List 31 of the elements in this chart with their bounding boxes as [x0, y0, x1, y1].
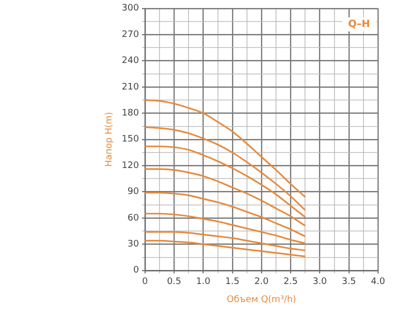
x-tick-label: 1.0 [196, 277, 211, 288]
y-tick-label: 240 [122, 56, 140, 66]
line-series [144, 212, 306, 244]
y-tick-label: 0 [133, 266, 140, 276]
line-series [144, 168, 306, 227]
y-tick-label: 270 [122, 30, 140, 40]
line-series [144, 146, 306, 218]
line-series [144, 192, 306, 238]
line-series [144, 231, 306, 252]
y-tick-label: 60 [128, 213, 140, 224]
x-tick-label: 0 [142, 277, 148, 288]
x-tick-label: 4.0 [370, 277, 386, 288]
annotation: Q–H [348, 18, 370, 30]
line-series [144, 99, 306, 198]
y-axis-title: Напор H(m) [104, 112, 115, 167]
x-tick-label: 3.5 [342, 277, 356, 288]
x-tick-label: 1.5 [225, 277, 240, 288]
y-tick-label: 150 [122, 134, 140, 145]
y-tick-label: 120 [122, 160, 140, 171]
x-tick-label: 2.0 [254, 277, 269, 288]
y-tick-label: 180 [122, 108, 140, 119]
line-series [144, 126, 306, 211]
y-tick-label: 30 [128, 240, 140, 250]
x-axis-title: Объем Q(m³/h) [226, 294, 296, 305]
x-tick-label: 3.0 [312, 277, 328, 288]
x-tick-label: 0.5 [166, 277, 182, 288]
line-series [144, 240, 306, 258]
y-tick-label: 300 [122, 4, 140, 14]
x-tick-label: 2.5 [283, 277, 298, 288]
y-tick-label: 90 [128, 187, 140, 198]
y-tick-label: 210 [122, 82, 140, 92]
